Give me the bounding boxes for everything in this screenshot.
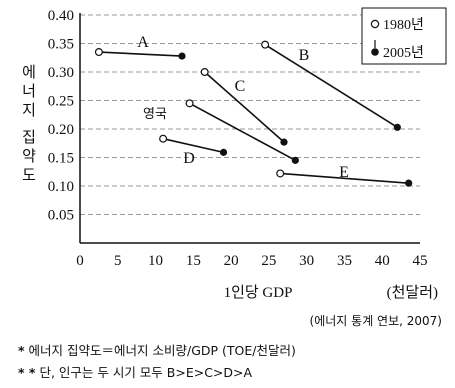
footnote-2-mark: * *	[18, 365, 36, 380]
country-label-4: D	[183, 150, 195, 167]
country-segments	[94, 40, 413, 187]
x-tick-label-9: 45	[413, 253, 428, 269]
country-label-5: E	[339, 164, 349, 181]
y-tick-label-5: 0.30	[48, 65, 74, 81]
segment-4	[162, 137, 224, 154]
x-tick-label-3: 15	[186, 253, 201, 269]
y-tick-labels: 0.05 0.10 0.15 0.20 0.25 0.30 0.35 0.40	[48, 8, 74, 224]
x-tick-label-4: 20	[224, 253, 239, 269]
y-tick-label-6: 0.35	[48, 37, 74, 53]
x-tick-label-6: 30	[299, 253, 314, 269]
x-tick-label-5: 25	[261, 253, 276, 269]
footnote-1-text: 에너지 집약도＝에너지 소비량/GDP (TOE/천달러)	[28, 343, 296, 358]
country-label-0: A	[137, 34, 149, 51]
legend-open-marker	[370, 19, 380, 29]
country-labels: A B C 영국 D E	[137, 34, 349, 181]
source-note: (에너지 통계 연보, 2007)	[310, 314, 442, 328]
country-label-2: C	[235, 78, 246, 95]
point-1980-5	[276, 169, 285, 178]
legend-filled-marker	[371, 48, 379, 56]
point-1980-0	[94, 48, 103, 57]
y-tick-label-2: 0.15	[48, 151, 74, 167]
point-1980-4	[159, 134, 168, 143]
footnote-1: * 에너지 집약도＝에너지 소비량/GDP (TOE/천달러)	[18, 340, 296, 359]
y-tick-label-4: 0.25	[48, 94, 74, 110]
axes	[79, 13, 420, 244]
segment-3	[189, 102, 296, 162]
point-2005-5	[405, 179, 413, 187]
footnote-2: * * 단, 인구는 두 시기 모두 B>E>C>D>A	[18, 362, 252, 381]
x-axis-unit: (천달러)	[387, 284, 438, 301]
country-label-3: 영국	[143, 107, 167, 122]
y-axis-label-char-2: 지	[22, 101, 36, 119]
footnote-1-mark: *	[18, 343, 25, 358]
grid-lines	[80, 14, 420, 215]
y-axis-label-char-4: 집	[22, 128, 36, 146]
x-tick-label-2: 10	[148, 253, 163, 269]
point-2005-3	[291, 156, 299, 164]
footnote-2-text: 단, 인구는 두 시기 모두 B>E>C>D>A	[39, 365, 253, 380]
point-2005-1	[393, 123, 401, 131]
y-axis-label-char-1: 너	[22, 82, 36, 100]
y-tick-label-3: 0.20	[48, 122, 74, 138]
segment-5	[280, 172, 409, 184]
x-tick-label-1: 5	[114, 253, 122, 269]
x-axis-label: 1인당 GDP	[224, 284, 293, 301]
y-tick-label-7: 0.40	[48, 8, 74, 24]
point-2005-0	[178, 52, 186, 60]
legend: 1980년 2005년	[361, 7, 447, 65]
y-axis-label-char-6: 도	[22, 166, 36, 184]
legend-label-1980: 1980년	[383, 17, 424, 33]
point-1980-2	[200, 67, 209, 76]
segment-0	[98, 51, 183, 57]
x-tick-label-8: 40	[375, 253, 390, 269]
y-tick-label-1: 0.10	[48, 179, 74, 195]
x-tick-labels: 0 5 10 15 20 25 30 35 40 45	[76, 253, 427, 269]
segment-2	[204, 71, 285, 143]
x-tick-label-7: 35	[337, 253, 352, 269]
segment-1	[264, 43, 398, 128]
country-label-1: B	[299, 47, 310, 64]
point-2005-4	[219, 148, 228, 156]
y-axis-label-char-0: 에	[22, 63, 36, 81]
x-tick-label-0: 0	[76, 253, 84, 269]
legend-label-2005: 2005년	[383, 45, 424, 61]
y-axis-label-char-5: 약	[22, 147, 36, 165]
y-tick-label-0: 0.05	[48, 208, 74, 224]
point-1980-3	[185, 99, 194, 108]
point-2005-2	[280, 138, 288, 146]
point-1980-1	[261, 40, 270, 49]
chart: 0.05 0.10 0.15 0.20 0.25 0.30 0.35 0.40 0 5 10 15 2…	[22, 7, 447, 328]
